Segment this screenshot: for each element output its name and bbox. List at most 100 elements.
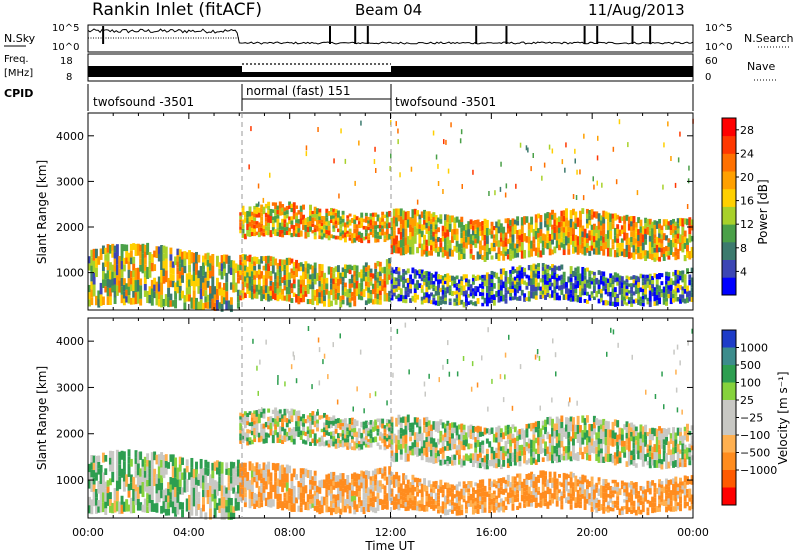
data-cell xyxy=(278,479,282,487)
data-cell xyxy=(439,300,443,305)
data-cell xyxy=(504,237,508,242)
data-cell xyxy=(92,248,96,261)
data-cell xyxy=(253,289,257,294)
data-cell xyxy=(460,441,464,450)
data-cell xyxy=(467,279,471,284)
data-cell xyxy=(523,249,527,259)
data-cell xyxy=(499,274,503,280)
data-cell xyxy=(541,434,545,440)
data-cell xyxy=(383,471,387,476)
data-cell xyxy=(644,279,648,285)
data-cell xyxy=(578,483,582,488)
data-cell xyxy=(448,484,452,488)
data-cell xyxy=(481,487,485,492)
data-cell xyxy=(451,505,454,510)
data-cell xyxy=(376,425,380,429)
data-cell xyxy=(609,429,613,438)
data-cell xyxy=(409,224,413,233)
data-cell xyxy=(639,452,643,460)
data-cell xyxy=(134,280,138,293)
data-cell xyxy=(464,230,468,237)
data-speckle xyxy=(527,147,529,153)
data-cell xyxy=(364,229,368,233)
freq-bar-segment-1 xyxy=(88,66,242,77)
data-cell xyxy=(690,219,694,225)
data-cell xyxy=(357,283,361,289)
data-cell xyxy=(288,495,292,504)
data-cell xyxy=(462,236,466,242)
data-cell xyxy=(218,505,222,513)
data-cell xyxy=(518,502,522,509)
data-cell xyxy=(143,264,147,271)
data-cell xyxy=(599,215,603,221)
data-cell xyxy=(253,410,257,414)
data-cell xyxy=(611,288,615,293)
data-cell xyxy=(537,445,541,454)
data-cell xyxy=(257,264,261,270)
data-cell xyxy=(250,285,254,293)
data-cell xyxy=(278,438,282,443)
data-cell xyxy=(553,293,557,301)
data-cell xyxy=(430,504,433,509)
data-cell xyxy=(299,280,303,285)
data-cell xyxy=(688,290,692,297)
data-cell xyxy=(569,266,573,271)
data-cell xyxy=(299,435,303,440)
data-cell xyxy=(278,229,282,237)
data-cell xyxy=(537,228,541,233)
data-cell xyxy=(430,234,433,240)
data-cell xyxy=(374,286,378,293)
data-cell xyxy=(288,216,292,221)
data-speckle xyxy=(443,139,445,145)
data-cell xyxy=(588,250,592,256)
data-cell xyxy=(234,498,238,505)
data-cell xyxy=(257,227,261,233)
data-cell xyxy=(527,243,531,251)
data-cell xyxy=(290,298,294,304)
data-cell xyxy=(585,452,589,461)
data-cell xyxy=(606,278,610,283)
data-cell xyxy=(623,223,627,233)
data-cell xyxy=(306,299,310,305)
data-cell xyxy=(616,456,620,464)
data-cell xyxy=(108,464,112,472)
data-cell xyxy=(460,299,464,305)
data-cell xyxy=(243,411,247,416)
data-cell xyxy=(299,477,303,483)
data-cell xyxy=(611,430,615,439)
data-cell xyxy=(378,231,382,236)
data-cell xyxy=(630,276,634,280)
data-cell xyxy=(327,473,331,480)
data-cell xyxy=(683,242,687,249)
data-cell xyxy=(192,271,196,281)
data-cell xyxy=(369,476,373,481)
data-cell xyxy=(683,279,687,284)
data-cell xyxy=(483,256,487,262)
data-cell xyxy=(371,475,375,482)
data-cell xyxy=(676,283,680,289)
data-cell xyxy=(283,215,287,220)
data-cell xyxy=(585,430,589,438)
data-cell xyxy=(306,469,310,478)
data-cell xyxy=(453,234,457,241)
data-cell xyxy=(278,465,282,473)
data-cell xyxy=(430,492,433,497)
data-cell xyxy=(513,224,517,230)
data-cell xyxy=(127,504,131,512)
data-cell xyxy=(278,222,282,230)
data-cell xyxy=(565,424,568,432)
data-cell xyxy=(146,459,150,467)
data-speckle xyxy=(574,158,576,164)
data-cell xyxy=(367,220,371,224)
data-cell xyxy=(339,490,343,497)
data-cell xyxy=(688,452,692,457)
data-cell xyxy=(330,219,333,224)
data-cell xyxy=(551,267,554,272)
data-cell xyxy=(320,504,324,514)
data-cell xyxy=(623,215,627,224)
data-cell xyxy=(264,481,268,490)
data-cell xyxy=(555,495,559,501)
data-cell xyxy=(255,410,259,417)
data-cell xyxy=(590,476,594,482)
data-cell xyxy=(427,235,431,241)
